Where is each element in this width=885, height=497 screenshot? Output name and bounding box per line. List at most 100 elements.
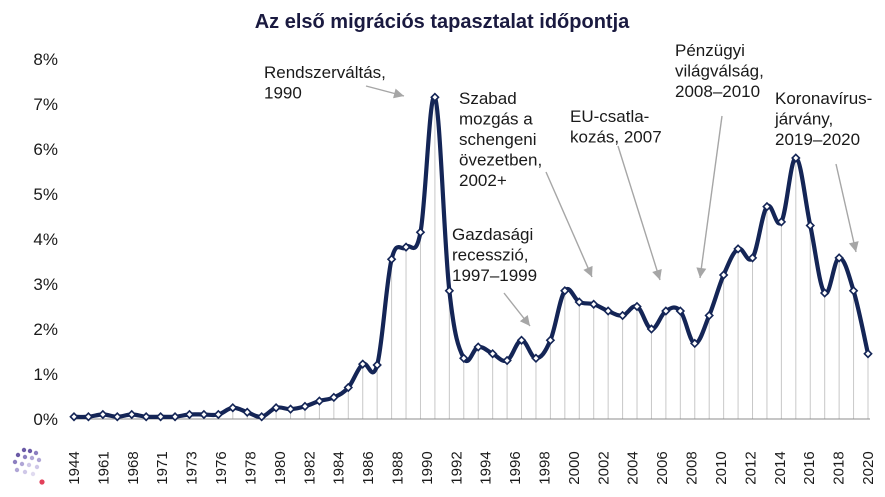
data-point: [863, 349, 873, 359]
x-tick-label: 1971: [154, 451, 171, 484]
data-point: [343, 382, 354, 393]
data-point: [487, 349, 498, 359]
data-point: [112, 412, 123, 422]
x-tick-label: 2012: [742, 451, 759, 484]
arrow-head: [652, 268, 662, 280]
data-point: [834, 253, 844, 263]
data-point: [632, 301, 642, 312]
y-tick-label: 7%: [33, 95, 58, 114]
data-point: [675, 306, 686, 316]
x-tick-label: 1978: [242, 451, 259, 484]
annotation-korona: Koronavírus-járvány, 2019–2020: [774, 89, 872, 149]
data-point: [372, 360, 382, 370]
data-point: [444, 286, 455, 296]
x-tick-label: 2006: [654, 451, 671, 484]
annotation-line: Koronavírus-: [775, 89, 872, 108]
data-point: [473, 342, 483, 352]
data-point: [459, 353, 469, 363]
data-point: [127, 409, 137, 420]
x-tick-label: 1976: [213, 451, 230, 484]
data-point: [819, 288, 830, 298]
x-tick-label: 2020: [860, 451, 877, 484]
data-point: [690, 338, 700, 349]
annotation-line: járvány,: [774, 110, 833, 129]
x-tick-label: 1961: [95, 451, 112, 484]
data-point: [199, 409, 209, 420]
data-point: [184, 409, 195, 420]
x-tick-label: 1980: [272, 451, 289, 484]
data-point: [415, 227, 426, 237]
y-tick-label: 1%: [33, 365, 58, 384]
data-point: [560, 286, 570, 296]
y-tick-label: 8%: [33, 50, 58, 69]
data-point: [545, 335, 556, 345]
data-point: [401, 242, 411, 252]
data-point: [256, 412, 267, 422]
data-point: [430, 92, 440, 102]
annotation-line: világválság,: [675, 62, 764, 81]
x-tick-label: 1982: [301, 451, 318, 484]
annotation-line: Gazdasági: [452, 225, 533, 244]
annotation-penzugyi: Pénzügyi világválság, 2008–2010: [675, 41, 764, 101]
y-tick-label: 3%: [33, 275, 58, 294]
x-axis-ticks: 1944 1961 1968 1971 1973 1976 1978 1980 1982 1984…: [66, 451, 877, 484]
arrow-head: [696, 267, 707, 278]
annotation-arrow: [617, 145, 661, 281]
annotation-line: Pénzügyi: [675, 41, 745, 60]
data-point: [791, 153, 801, 163]
arrow-head: [848, 241, 859, 252]
data-point: [228, 403, 238, 413]
annotation-line: EU-csatla-: [570, 107, 649, 126]
data-point: [574, 297, 585, 307]
data-point: [285, 404, 296, 414]
annotation-line: 1997–1999: [452, 266, 537, 285]
series-points: [69, 92, 873, 422]
annotation-eu: EU-csatla-kozás, 2007: [570, 107, 662, 147]
data-point: [83, 412, 94, 422]
x-tick-label: 1984: [331, 451, 348, 484]
y-tick-label: 6%: [33, 140, 58, 159]
y-tick-label: 4%: [33, 230, 58, 249]
data-point: [357, 359, 368, 369]
arrow-head: [393, 88, 404, 99]
data-point: [762, 201, 772, 212]
data-point: [271, 403, 281, 413]
data-point: [661, 306, 671, 316]
x-tick-label: 1944: [66, 451, 83, 484]
data-point: [776, 217, 787, 227]
x-tick-label: 1998: [537, 451, 554, 484]
data-point: [733, 244, 743, 254]
annotation-line: 1990: [264, 84, 302, 103]
x-tick-label: 2018: [831, 451, 848, 484]
annotation-line: 2002+: [459, 171, 507, 190]
data-point: [502, 355, 512, 366]
data-point: [848, 286, 859, 296]
x-tick-label: 2000: [566, 451, 583, 484]
data-point: [646, 324, 657, 334]
data-point: [386, 254, 397, 264]
x-tick-label: 2010: [713, 451, 730, 484]
annotation-line: 2019–2020: [775, 130, 860, 149]
annotation-line: schengeni: [459, 130, 537, 149]
x-tick-label: 1992: [448, 451, 465, 484]
y-axis-ticks: 0% 1% 2% 3% 4% 5% 6% 7% 8%: [33, 50, 58, 429]
data-point: [516, 335, 527, 345]
x-tick-label: 1968: [125, 451, 142, 484]
x-tick-label: 2004: [625, 451, 642, 484]
x-tick-label: 1994: [478, 451, 495, 484]
data-point: [718, 270, 729, 280]
x-tick-label: 1990: [419, 451, 436, 484]
x-tick-label: 1988: [389, 451, 406, 484]
data-point: [314, 396, 325, 406]
logo-icon: [12, 447, 45, 485]
y-tick-label: 5%: [33, 185, 58, 204]
data-point: [141, 412, 151, 422]
x-tick-label: 1996: [507, 451, 524, 484]
x-tick-label: 2008: [684, 451, 701, 484]
data-point: [747, 253, 758, 263]
y-tick-label: 0%: [33, 410, 58, 429]
data-point: [704, 310, 714, 321]
annotation-arrow: [545, 171, 593, 278]
x-tick-label: 1973: [184, 451, 201, 484]
